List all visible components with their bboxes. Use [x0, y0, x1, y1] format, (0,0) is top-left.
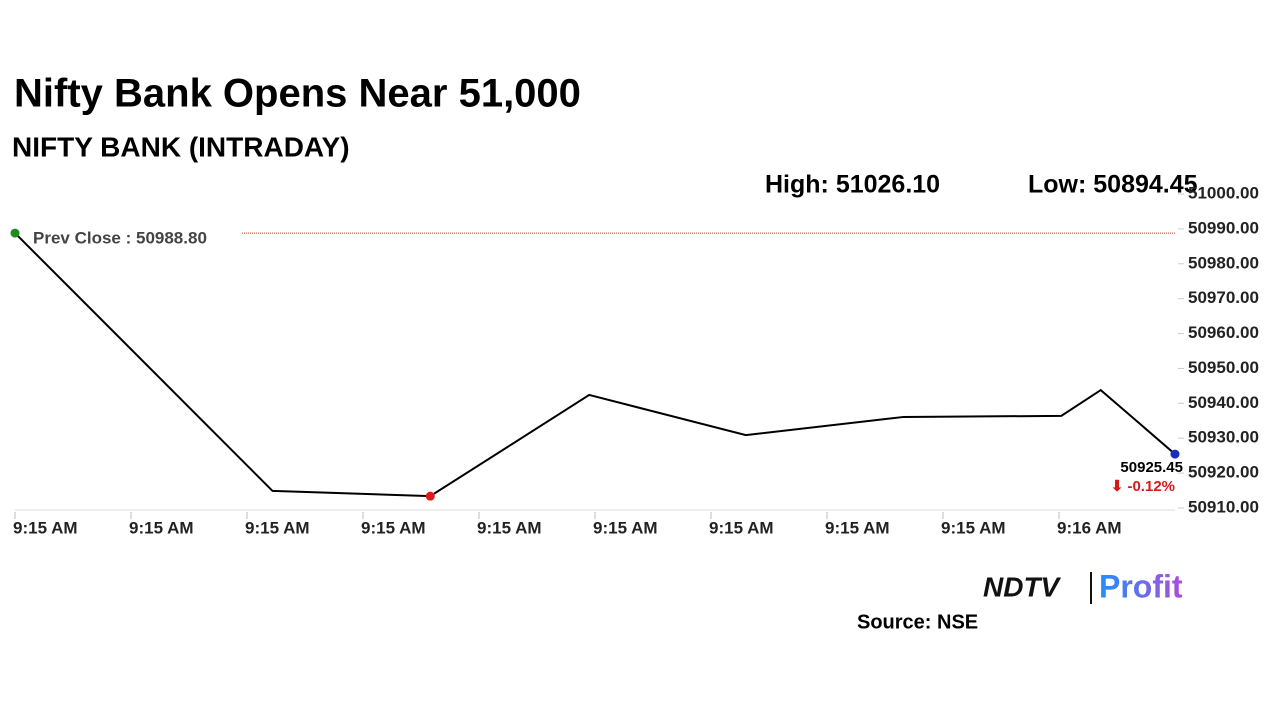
- y-tick-label: 50910.00: [1188, 497, 1259, 516]
- y-tick-label: 51000.00: [1188, 183, 1259, 202]
- point-marker: [425, 491, 435, 501]
- x-tick-label: 9:15 AM: [245, 518, 310, 537]
- change-label: ⬇ -0.12%: [1111, 478, 1175, 495]
- x-tick-label: 9:15 AM: [477, 518, 542, 537]
- x-tick-label: 9:16 AM: [1057, 518, 1122, 537]
- prev-close-label: Prev Close : 50988.80: [33, 229, 207, 248]
- y-tick-label: 50960.00: [1188, 323, 1259, 342]
- y-tick-label: 50990.00: [1188, 218, 1259, 237]
- x-tick-label: 9:15 AM: [941, 518, 1006, 537]
- y-tick-label: 50970.00: [1188, 288, 1259, 307]
- point-marker: [1170, 449, 1180, 459]
- series-line: [14, 232, 1176, 498]
- high-text: High: 51026.10: [765, 171, 940, 199]
- x-tick-label: 9:15 AM: [825, 518, 890, 537]
- y-tick-label: 50940.00: [1188, 393, 1259, 412]
- source: Source: NSE: [857, 611, 978, 633]
- chart-subtitle: NIFTY BANK (INTRADAY): [12, 131, 350, 162]
- x-tick-label: 9:15 AM: [593, 518, 658, 537]
- chart-title: Nifty Bank Opens Near 51,000: [14, 72, 581, 116]
- x-tick-label: 9:15 AM: [361, 518, 426, 537]
- y-tick-label: 50930.00: [1188, 428, 1259, 447]
- logo-right: Profit: [1099, 568, 1183, 604]
- x-tick-label: 9:15 AM: [709, 518, 774, 537]
- logo-left: NDTV: [983, 571, 1062, 602]
- value-label: 50925.45: [1120, 459, 1183, 476]
- x-tick-label: 9:15 AM: [13, 518, 78, 537]
- y-tick-label: 50920.00: [1188, 463, 1259, 482]
- low-text: Low: 50894.45: [1028, 171, 1198, 199]
- y-tick-label: 50950.00: [1188, 358, 1259, 377]
- x-tick-label: 9:15 AM: [129, 518, 194, 537]
- point-marker: [10, 228, 20, 238]
- y-tick-label: 50980.00: [1188, 253, 1259, 272]
